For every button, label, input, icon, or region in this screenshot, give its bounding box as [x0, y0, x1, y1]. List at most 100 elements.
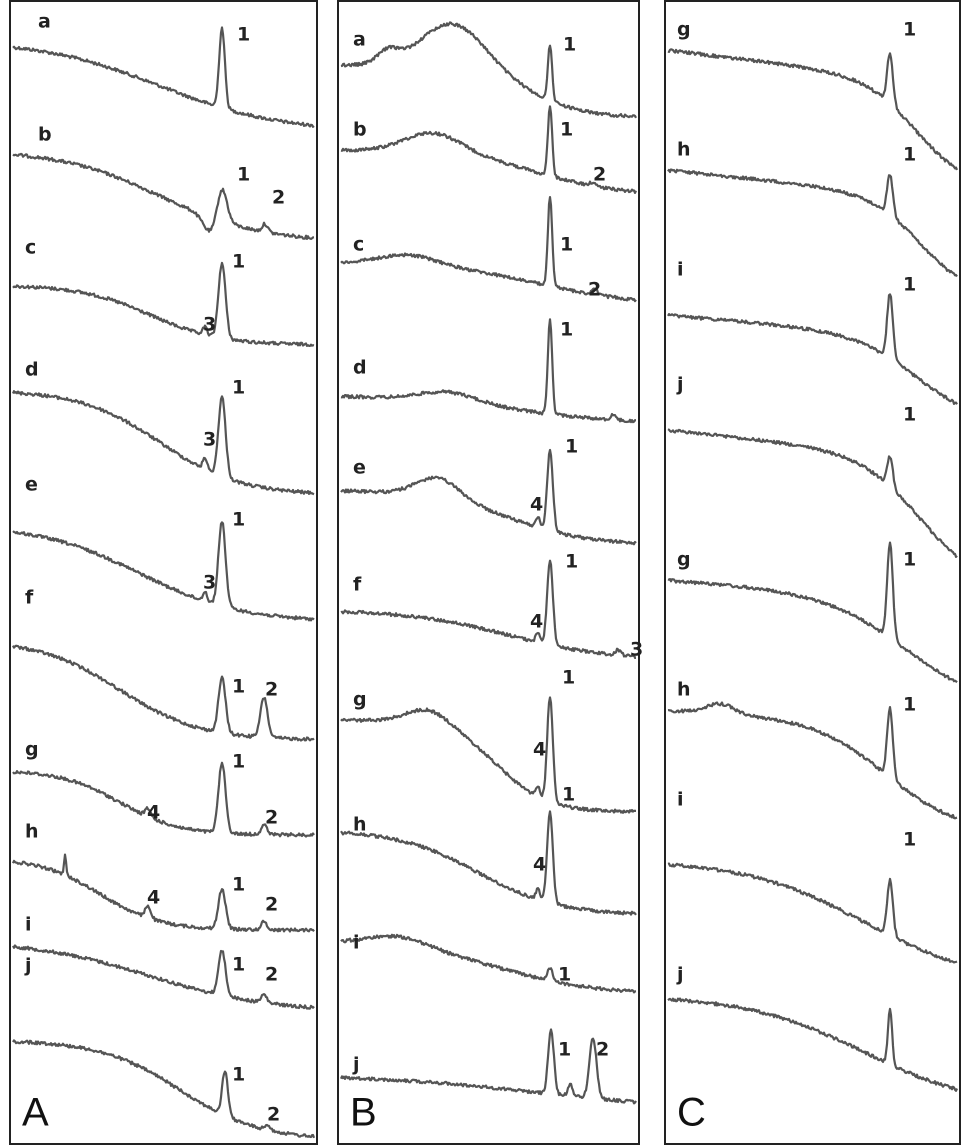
peak-label: 2	[272, 187, 285, 209]
peak-label: 1	[558, 964, 571, 986]
trace	[667, 293, 958, 405]
peak-label: 4	[147, 802, 160, 824]
trace-letter: a	[353, 29, 366, 51]
trace-letter: j	[24, 955, 32, 977]
peak-label: 3	[630, 639, 643, 661]
peak-label: 2	[596, 1039, 609, 1061]
trace-letter: j	[352, 1054, 360, 1076]
trace	[12, 1039, 316, 1139]
trace-letter: c	[25, 237, 36, 259]
trace-letter: g	[25, 739, 39, 761]
trace	[340, 559, 637, 659]
peak-label: 1	[232, 251, 245, 273]
trace	[340, 810, 637, 916]
trace-letter: a	[38, 11, 51, 33]
peak-label: 1	[237, 24, 250, 46]
peak-label: 1	[560, 319, 573, 341]
peak-label: 2	[265, 807, 278, 829]
peak-label: 3	[203, 314, 216, 336]
peak-label: 1	[560, 234, 573, 256]
trace-letter: d	[25, 359, 39, 381]
peak-label: 1	[232, 676, 245, 698]
trace-letter: g	[677, 19, 691, 41]
trace	[340, 318, 637, 424]
peak-label: 3	[203, 572, 216, 594]
peak-label: 2	[265, 894, 278, 916]
trace	[340, 933, 637, 994]
trace	[667, 428, 958, 558]
trace	[667, 541, 958, 684]
trace-letter: j	[676, 964, 684, 986]
peak-label: 1	[903, 694, 916, 716]
trace-letter: i	[677, 789, 684, 811]
peak-label: 1	[232, 377, 245, 399]
peak-label: 1	[563, 34, 576, 56]
trace-letter: b	[353, 119, 367, 141]
peak-label: 1	[232, 509, 245, 531]
trace	[12, 152, 315, 240]
peak-label: 1	[903, 144, 916, 166]
trace	[12, 761, 315, 838]
trace	[12, 944, 315, 1010]
peak-label: 1	[237, 164, 250, 186]
trace	[340, 21, 637, 119]
trace-letter: h	[677, 679, 691, 701]
trace	[667, 862, 958, 964]
trace-letter: c	[353, 234, 364, 256]
peak-label: 1	[903, 404, 916, 426]
peak-label: 1	[903, 19, 916, 41]
trace-letter: e	[25, 474, 38, 496]
panel-frame	[337, 0, 640, 1145]
peak-label: 1	[232, 954, 245, 976]
peak-label: 2	[265, 679, 278, 701]
peak-label: 1	[562, 667, 575, 689]
peak-label: 1	[558, 1039, 571, 1061]
peak-label: 1	[903, 274, 916, 296]
peak-label: 1	[560, 119, 573, 141]
trace	[340, 196, 637, 303]
trace	[11, 390, 315, 496]
trace-letter: i	[25, 914, 32, 936]
trace	[667, 997, 959, 1092]
peak-label: 1	[565, 551, 578, 573]
peak-label: 2	[593, 164, 606, 186]
trace-letter: f	[25, 587, 34, 609]
trace-letter: d	[353, 357, 367, 379]
trace-letter: e	[353, 457, 366, 479]
trace-letter: g	[677, 549, 691, 571]
peak-label: 4	[533, 739, 546, 761]
trace	[340, 696, 637, 814]
panel-frame	[664, 0, 961, 1145]
peak-label: 2	[265, 964, 278, 986]
peak-label: 4	[530, 611, 543, 633]
trace-letter: f	[353, 574, 362, 596]
peak-label: 4	[533, 854, 546, 876]
trace-letter: i	[353, 932, 360, 954]
peak-label: 1	[232, 874, 245, 896]
peak-label: 1	[903, 549, 916, 571]
trace-letter: b	[38, 124, 52, 146]
trace-letter: g	[353, 689, 367, 711]
trace-letter: h	[25, 821, 39, 843]
trace	[667, 701, 958, 820]
trace-letter: h	[353, 814, 367, 836]
peak-label: 2	[588, 279, 601, 301]
trace	[340, 448, 637, 546]
trace	[12, 26, 315, 128]
peak-label: 1	[903, 829, 916, 851]
trace-letter: i	[677, 259, 684, 281]
peak-label: 1	[565, 436, 578, 458]
trace	[340, 105, 638, 194]
trace	[667, 168, 958, 278]
peak-label: 1	[232, 751, 245, 773]
trace	[11, 853, 315, 933]
trace	[12, 261, 315, 347]
panel-letter: C	[677, 1091, 706, 1135]
trace	[667, 48, 959, 171]
peak-label: 2	[267, 1104, 280, 1126]
peak-label: 1	[562, 784, 575, 806]
